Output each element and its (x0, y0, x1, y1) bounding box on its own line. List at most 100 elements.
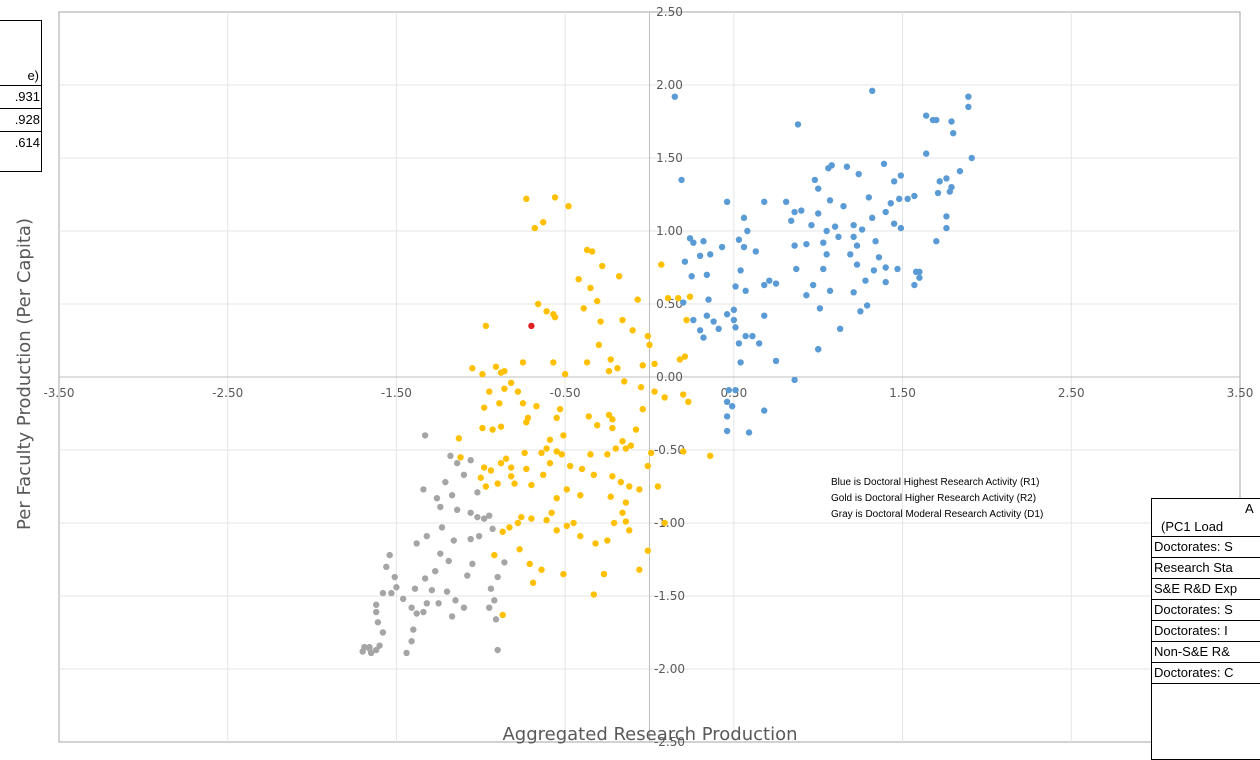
data-point (850, 233, 857, 241)
data-point (681, 258, 689, 265)
tick-labels: -3.50 -2.50 -1.50 -0.50 0.50 1.50 2.50 3.502.50… (43, 5, 1253, 749)
data-point (636, 486, 643, 493)
y-axis-title: Per Faculty Production (Per Capita) (14, 218, 35, 530)
data-point (428, 586, 436, 594)
x-tick-label: -2.50 (212, 386, 243, 400)
data-point (507, 379, 515, 387)
y-tick-label: 1.50 (656, 151, 683, 165)
data-point (761, 198, 768, 205)
data-point (723, 198, 731, 205)
data-point (551, 194, 559, 201)
data-point (882, 264, 889, 271)
data-point (853, 261, 861, 268)
data-point (686, 293, 694, 300)
data-point (933, 238, 940, 245)
data-point (595, 341, 603, 349)
data-point (723, 413, 731, 420)
data-point (619, 316, 626, 324)
data-point (486, 512, 493, 519)
data-point (553, 448, 560, 455)
data-point (737, 359, 744, 366)
data-point (730, 306, 738, 314)
data-point (680, 391, 687, 398)
data-point (482, 483, 490, 490)
data-point (637, 384, 645, 391)
data-point (423, 532, 430, 540)
data-point (755, 340, 763, 347)
data-point (872, 238, 879, 245)
data-point (372, 646, 380, 654)
data-point (388, 589, 395, 597)
left-table-header: e) (0, 21, 41, 86)
data-point (487, 467, 495, 474)
data-point (862, 277, 869, 284)
data-point (683, 316, 690, 324)
data-point (453, 506, 461, 514)
data-point (597, 318, 604, 325)
data-point (479, 370, 486, 378)
data-point (934, 189, 942, 197)
data-point (943, 224, 950, 232)
y-tick-label: 2.50 (656, 5, 683, 19)
data-point (604, 451, 611, 458)
right-table-row: S&E R&D Exp (1152, 579, 1260, 600)
x-tick-label: -0.50 (550, 386, 581, 400)
data-point (528, 481, 535, 489)
y-tick-label: -1.00 (654, 516, 685, 530)
data-point (376, 642, 383, 649)
data-point (399, 595, 407, 603)
data-point (457, 454, 464, 461)
data-point (455, 435, 463, 442)
data-point (590, 591, 598, 598)
data-point (420, 486, 427, 493)
data-point (718, 243, 726, 251)
data-point (437, 550, 444, 557)
data-point (538, 566, 545, 573)
data-point (820, 265, 827, 273)
data-point (609, 473, 616, 480)
x-tick-label: -1.50 (381, 386, 412, 400)
data-point (761, 312, 768, 319)
data-point (636, 566, 643, 573)
right-table-row: Non-S&E R& (1152, 642, 1260, 663)
data-point (453, 459, 461, 467)
data-point (590, 471, 598, 479)
data-point (680, 299, 687, 306)
data-point (735, 236, 743, 243)
data-point (700, 238, 707, 245)
data-point (583, 246, 591, 254)
data-point (507, 464, 515, 471)
data-point (835, 233, 842, 241)
data-point (742, 332, 749, 340)
data-point (519, 400, 527, 407)
data-point (499, 611, 506, 619)
data-point (563, 486, 571, 493)
data-point (548, 509, 555, 516)
data-point (626, 527, 633, 534)
data-point (793, 265, 800, 273)
data-point (850, 289, 857, 296)
data-point (882, 278, 889, 286)
data-point (674, 294, 682, 302)
data-point (626, 483, 633, 490)
data-point (546, 459, 554, 467)
loadings-table-left: e) .931 .928 .614 (0, 20, 42, 172)
data-point (524, 414, 532, 422)
left-table-row: .614 (14, 135, 40, 150)
data-point (448, 492, 456, 499)
data-point (423, 600, 430, 607)
data-point (782, 198, 790, 205)
data-point (528, 322, 535, 330)
x-tick-label: -3.50 (43, 386, 74, 400)
y-tick-label: 1.00 (656, 224, 683, 238)
data-point (890, 178, 898, 185)
data-point (875, 254, 883, 261)
data-point (742, 287, 749, 295)
data-point (622, 499, 630, 506)
data-point (882, 208, 889, 216)
data-point (690, 316, 697, 324)
data-point (831, 223, 839, 230)
data-point (479, 424, 486, 432)
data-point (661, 394, 668, 401)
data-point (410, 626, 417, 633)
